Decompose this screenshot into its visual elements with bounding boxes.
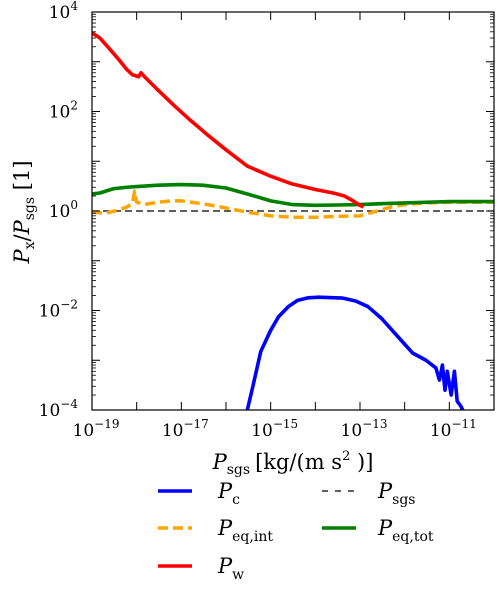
legend-label: Psgs bbox=[377, 479, 415, 508]
x-tick-label: 10−11 bbox=[430, 417, 477, 441]
x-tick-label: 10−17 bbox=[162, 417, 209, 441]
series-line-p-w bbox=[92, 31, 365, 209]
y-tick-label: 10−4 bbox=[39, 397, 79, 421]
x-tick-label: 10−19 bbox=[73, 417, 120, 441]
y-tick-label: 10−2 bbox=[39, 298, 78, 322]
x-axis-title: Psgs [kg/(m s2 )] bbox=[212, 449, 374, 478]
series-line-p-c bbox=[245, 295, 465, 410]
x-tick-label: 10−15 bbox=[251, 417, 298, 441]
y-tick-label: 102 bbox=[49, 99, 78, 123]
y-axis-title: Px/Psgs [1] bbox=[10, 160, 38, 264]
series-line-p-eq-tot bbox=[92, 182, 494, 208]
series-line-p-eq-int bbox=[92, 189, 494, 219]
legend-label: Peq,tot bbox=[377, 516, 434, 545]
series-layer bbox=[92, 31, 494, 410]
legend: Pc Peq,int Pw Psgs Peq,tot bbox=[158, 479, 434, 583]
legend-label: Peq,int bbox=[217, 516, 273, 545]
legend-label: Pc bbox=[217, 479, 240, 508]
legend-label: Pw bbox=[217, 554, 244, 583]
y-tick-label: 100 bbox=[49, 198, 78, 222]
x-tick-label: 10−13 bbox=[341, 417, 388, 441]
y-tick-label: 104 bbox=[49, 0, 79, 23]
tick-layer: 10−19 10−17 10−15 10−13 10−11 104 102 100 10−2 10… bbox=[39, 0, 495, 441]
